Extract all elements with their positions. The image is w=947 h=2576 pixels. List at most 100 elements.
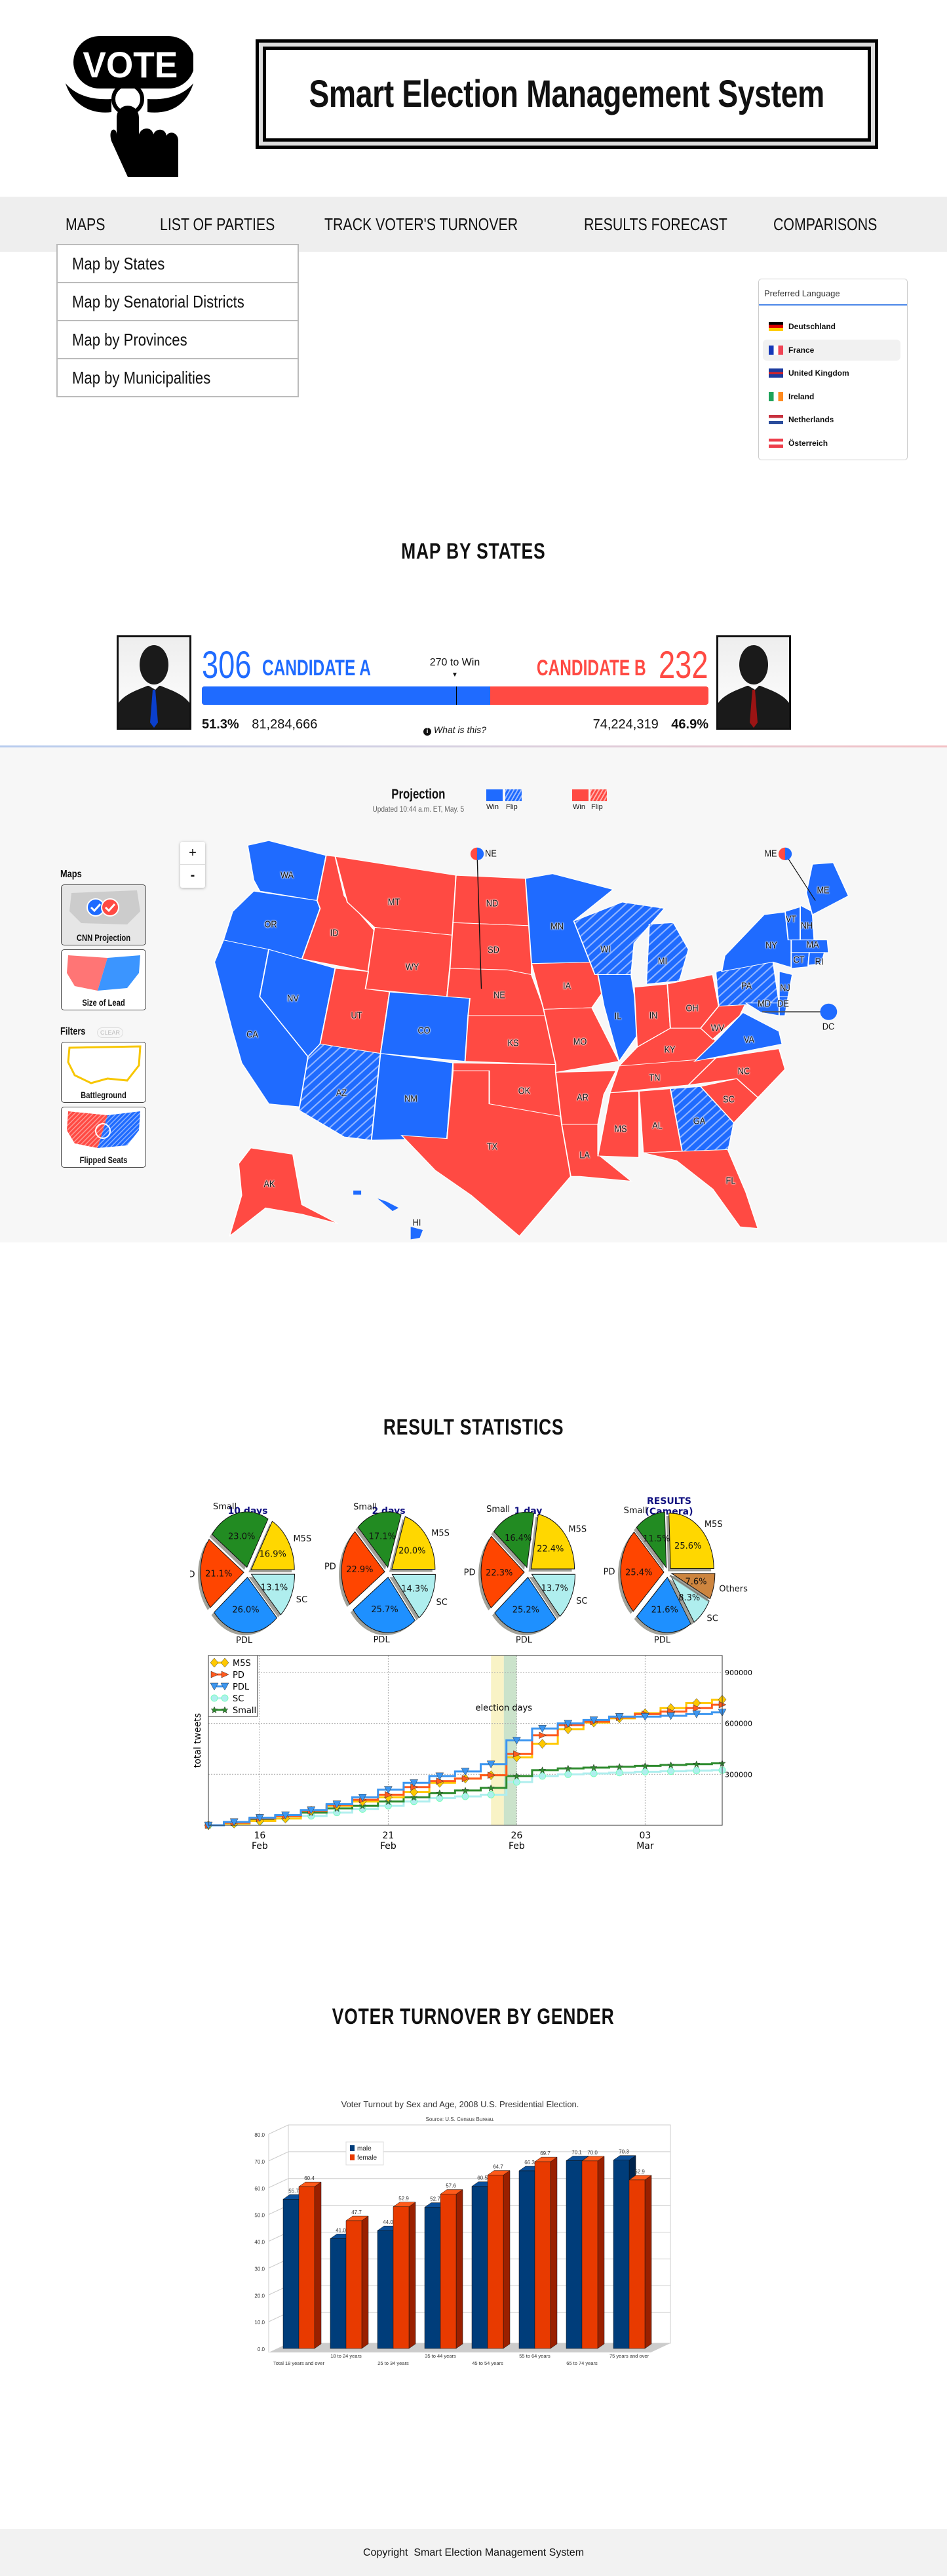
state-label-TN[interactable]: TN	[649, 1072, 661, 1084]
pie-percent-label: 7.6%	[686, 1577, 707, 1587]
state-label-ID[interactable]: ID	[330, 927, 339, 939]
state-label-ME[interactable]: ME	[817, 884, 830, 896]
pie-category-label: PD	[604, 1568, 615, 1577]
state-label-MA[interactable]: MA	[806, 939, 819, 951]
language-option-fr[interactable]: France	[763, 339, 900, 361]
pie-slice-M5S	[250, 1520, 295, 1570]
state-label-MS[interactable]: MS	[614, 1123, 628, 1135]
bar-value-label: 52.9	[398, 2196, 409, 2202]
y-tick-label: 10.0	[254, 2320, 265, 2326]
split-marker-ME	[785, 847, 792, 861]
nav-track-voters-turnover[interactable]: TRACK VOTER'S TURNOVER	[324, 214, 518, 234]
state-label-MT[interactable]: MT	[387, 896, 400, 908]
zoom-in-button[interactable]: +	[180, 842, 205, 865]
menu-item-map-by-states[interactable]: Map by States	[58, 245, 298, 283]
state-label-IN[interactable]: IN	[649, 1010, 658, 1021]
state-label-NY[interactable]: NY	[765, 940, 777, 951]
state-label-DC[interactable]: DC	[822, 1021, 834, 1033]
bar-front	[282, 2199, 300, 2349]
state-label-NH[interactable]: NH	[801, 920, 813, 932]
pie-percent-label: 22.9%	[346, 1565, 373, 1575]
state-label-SD[interactable]: SD	[488, 944, 499, 956]
data-point-PD	[693, 1704, 701, 1712]
menu-item-map-by-provinces[interactable]: Map by Provinces	[58, 321, 298, 359]
map-card-cnn-projection[interactable]: CNN Projection	[61, 884, 146, 945]
state-label-TX[interactable]: TX	[486, 1141, 498, 1153]
what-is-this-link[interactable]: i What is this?	[389, 724, 520, 736]
filter-card-battleground[interactable]: Battleground	[61, 1042, 146, 1103]
nav-comparisons[interactable]: COMPARISONS	[773, 214, 878, 234]
state-label-AL[interactable]: AL	[651, 1120, 663, 1132]
state-label-AR[interactable]: AR	[577, 1092, 589, 1103]
state-label-OK[interactable]: OK	[518, 1085, 531, 1097]
state-label-KS[interactable]: KS	[507, 1037, 519, 1049]
state-label-RI[interactable]: RI	[815, 956, 824, 968]
state-label-DE[interactable]: DE	[777, 998, 790, 1010]
filter-card-flipped-seats[interactable]: Flipped Seats	[61, 1107, 146, 1168]
state-label-ND[interactable]: ND	[486, 898, 499, 909]
state-label-MN[interactable]: MN	[550, 921, 564, 932]
state-label-IA[interactable]: IA	[562, 980, 571, 992]
state-label-MD[interactable]: MD	[757, 998, 771, 1010]
data-point-SC	[667, 1768, 675, 1775]
state-label-WV[interactable]: WV	[710, 1022, 725, 1034]
state-label-VT[interactable]: VT	[786, 913, 797, 925]
language-option-at[interactable]: Österreich	[763, 433, 900, 454]
state-label-IL[interactable]: IL	[614, 1010, 622, 1022]
language-option-nl[interactable]: Netherlands	[763, 409, 900, 430]
state-label-MO[interactable]: MO	[573, 1036, 587, 1048]
pie-percent-label: 16.9%	[260, 1549, 286, 1559]
state-label-PA[interactable]: PA	[741, 980, 752, 992]
language-option-gb[interactable]: United Kingdom	[763, 363, 900, 384]
legend-label: Win	[573, 803, 585, 811]
language-option-de[interactable]: Deutschland	[763, 316, 900, 337]
state-label-NM[interactable]: NM	[404, 1093, 417, 1105]
state-label-NV[interactable]: NV	[287, 993, 299, 1004]
state-label-OH[interactable]: OH	[686, 1002, 699, 1014]
state-label-OR[interactable]: OR	[264, 919, 277, 930]
state-label-CT[interactable]: CT	[793, 954, 805, 966]
pie-slice-PDL	[353, 1576, 416, 1633]
zoom-out-button[interactable]: -	[190, 868, 195, 882]
state-label-GA[interactable]: GA	[693, 1115, 706, 1127]
state-label-VA[interactable]: VA	[743, 1034, 754, 1046]
state-label-KY[interactable]: KY	[664, 1044, 676, 1056]
state-label-HI[interactable]: HI	[412, 1217, 421, 1229]
nav-results-forecast[interactable]: RESULTS FORECAST	[584, 214, 727, 234]
legend-marker	[210, 1694, 218, 1702]
y-tick-label: 80.0	[254, 2132, 265, 2138]
map-card-size-of-lead[interactable]: Size of Lead	[61, 949, 146, 1010]
state-label-CO[interactable]: CO	[417, 1025, 431, 1037]
language-option-ie[interactable]: Ireland	[763, 386, 900, 407]
state-label-LA[interactable]: LA	[579, 1149, 590, 1161]
y-tick-label: 40.0	[254, 2240, 265, 2246]
state-label-NE[interactable]: NE	[493, 989, 506, 1001]
state-label-AK[interactable]: AK	[263, 1178, 275, 1190]
menu-item-map-by-senatorial-districts[interactable]: Map by Senatorial Districts	[58, 283, 298, 321]
data-point-SC	[693, 1767, 701, 1775]
state-label-AZ[interactable]: AZ	[336, 1087, 347, 1099]
state-label-WI[interactable]: WI	[600, 943, 611, 955]
state-label-SC[interactable]: SC	[723, 1094, 735, 1105]
state-label-UT[interactable]: UT	[351, 1010, 362, 1021]
data-point-PDL	[589, 1716, 598, 1724]
candidate-a-header: 306	[202, 646, 265, 684]
state-label-MI[interactable]: MI	[657, 955, 668, 967]
menu-item-map-by-municipalities[interactable]: Map by Municipalities	[58, 359, 298, 397]
state-label-NC[interactable]: NC	[738, 1065, 750, 1077]
pie-percent-label: 21.6%	[651, 1605, 678, 1615]
state-label-WA[interactable]: WA	[280, 869, 294, 881]
state-label-WY[interactable]: WY	[405, 961, 419, 973]
state-label-FL[interactable]: FL	[725, 1175, 736, 1187]
x-category-label: 55 to 64 years	[519, 2353, 551, 2359]
pie-slice-Small	[493, 1511, 535, 1568]
copyright-text: Copyright Smart Election Management Syst…	[362, 2547, 585, 2558]
pie-slice-Small	[636, 1511, 667, 1569]
state-label-NJ[interactable]: NJ	[780, 982, 790, 994]
legend-label: Flip	[591, 803, 603, 811]
nav-list-of-parties[interactable]: LIST OF PARTIES	[160, 214, 275, 234]
state-label-CA[interactable]: CA	[246, 1029, 259, 1040]
bar-female	[393, 2202, 416, 2349]
nav-maps[interactable]: MAPS	[66, 214, 106, 234]
clear-filters-button[interactable]: CLEAR	[97, 1027, 124, 1038]
